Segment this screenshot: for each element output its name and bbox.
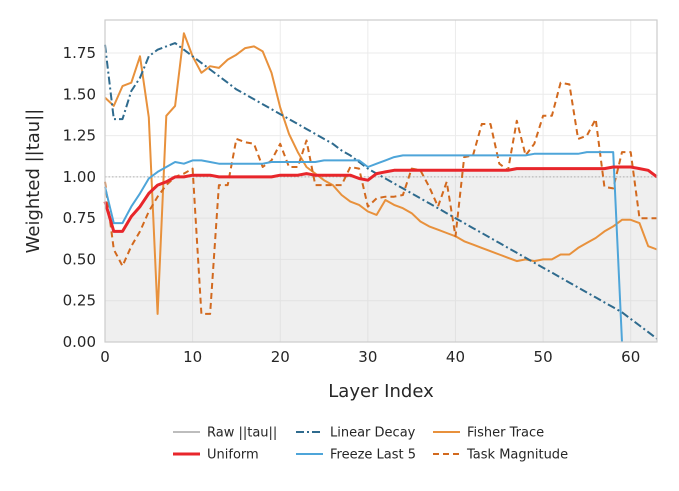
y-tick-label: 0.25 [63,292,96,310]
y-tick-label: 1.25 [63,127,96,145]
legend-label-fisher-trace: Fisher Trace [467,426,544,441]
plot-frame [104,19,658,343]
series-line-uniform [103,165,658,233]
plot-area [105,20,657,342]
y-tick-label: 0.00 [63,333,96,351]
x-tick-label: 60 [621,348,640,366]
legend-label-uniform: Uniform [207,448,259,463]
series-line-fisher-trace [104,32,658,315]
y-axis-label: Weighted ||tau|| [23,109,44,254]
legend-label-freeze-last-5: Freeze Last 5 [330,448,416,463]
fill-layer [105,167,657,342]
y-tick-label: 0.50 [63,250,96,268]
x-tick-label: 20 [271,348,290,366]
x-tick-label: 10 [183,348,202,366]
y-tick-label: 1.50 [63,85,96,103]
series-line-freeze-last-5 [104,151,623,343]
series-line-task-magnitude [104,81,657,315]
series-line-linear-decay [104,42,658,340]
y-tick-label: 1.75 [63,44,96,62]
x-tick-label: 40 [446,348,465,366]
series-layer [103,32,658,343]
y-tick-label: 0.75 [63,209,96,227]
x-tick-label: 30 [358,348,377,366]
series-fill-raw-tau [105,167,657,342]
legend-label-raw-tau: Raw ||tau|| [207,426,277,441]
y-axis-ticks: 0.00 0.25 0.50 0.75 1.00 1.25 1.50 1.75 [63,44,96,351]
legend-label-linear-decay: Linear Decay [330,426,416,441]
legend-label-task-magnitude: Task Magnitude [466,448,568,463]
x-axis-label: Layer Index [328,381,434,402]
y-tick-label: 1.00 [63,168,96,186]
x-tick-label: 50 [534,348,553,366]
legend: Raw ||tau|| Uniform Linear Decay Freeze Las… [173,426,568,463]
x-tick-label: 0 [100,348,110,366]
x-axis-ticks: 0 10 20 30 40 50 60 [100,348,640,366]
